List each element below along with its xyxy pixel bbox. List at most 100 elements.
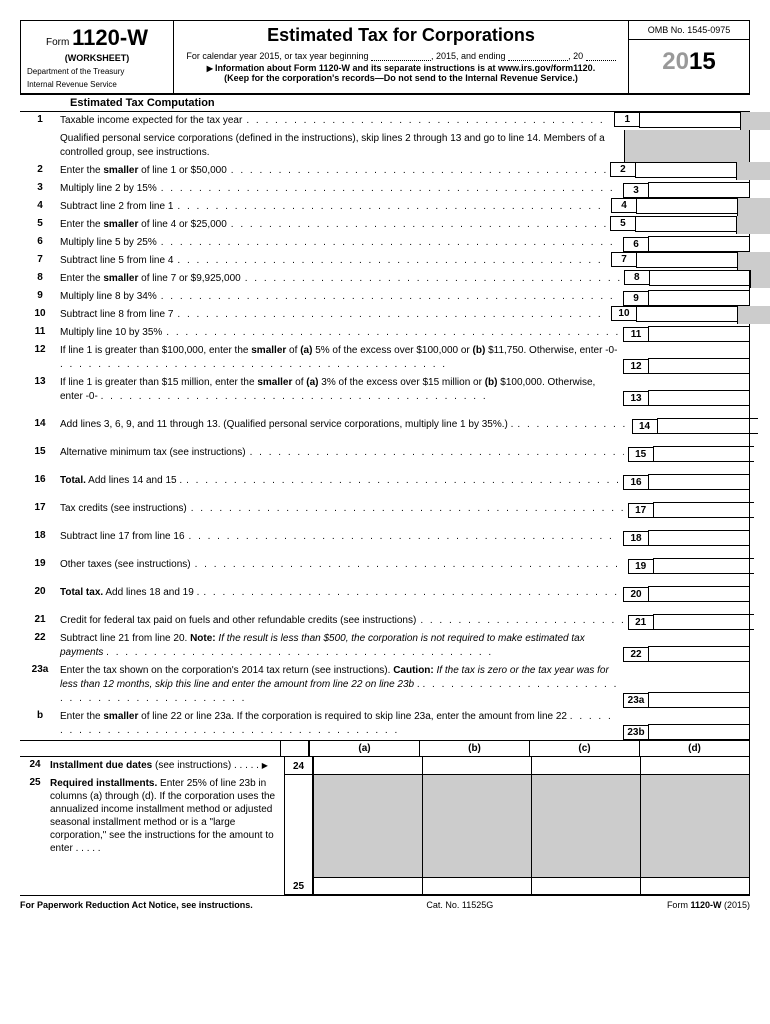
line-25-num: 25 [20,775,50,895]
mid-box-val[interactable] [636,252,737,268]
line-24-text: Installment due dates (see instructions)… [50,757,284,775]
line-text: Multiply line 5 by 25%. . . . . . . . . … [60,234,623,252]
form-header: Form 1120-W (WORKSHEET) Department of th… [20,20,750,95]
mid-box-num: 8 [624,270,649,285]
right-box-val[interactable] [648,586,749,602]
mid-box-num: 1 [614,112,639,127]
section-title: Estimated Tax Computation [20,95,750,112]
line-text: Total tax. Add lines 18 and 19 .. . . . … [60,584,623,602]
cell-25d[interactable] [640,775,749,895]
mid-box-num: 10 [611,306,636,321]
line-num: 22 [20,630,60,645]
cell-24c[interactable] [531,757,640,775]
line-text: Subtract line 5 from line 4. . . . . . .… [60,252,611,270]
line-sub: Qualified personal service corporations … [20,130,750,162]
right-box-val[interactable] [657,418,758,434]
right-box-val[interactable] [648,236,749,252]
installment-section: (a) (b) (c) (d) 24 Installment due dates… [20,740,750,895]
line-text: If line 1 is greater than $100,000, ente… [60,342,623,374]
mid-box-val[interactable] [639,112,740,128]
line-3: 3Multiply line 2 by 15%. . . . . . . . .… [20,180,750,198]
line-text: If line 1 is greater than $15 million, e… [60,374,623,406]
line-num: 5 [20,216,60,231]
line-text: Multiply line 2 by 15%. . . . . . . . . … [60,180,623,198]
line-text: Alternative minimum tax (see instruction… [60,444,628,462]
right-box-num: 18 [623,531,648,546]
line-text: Tax credits (see instructions). . . . . … [60,500,628,518]
right-box-num: 3 [623,183,648,198]
right-box-val[interactable] [653,558,754,574]
tax-year: 2015 [629,40,749,84]
line-num: 2 [20,162,60,177]
line-22: 22Subtract line 21 from line 20. Note: I… [20,630,750,662]
cell-25b[interactable] [422,775,531,895]
line-12: 12If line 1 is greater than $100,000, en… [20,342,750,374]
line-num: 16 [20,472,60,487]
line-20: 20Total tax. Add lines 18 and 19 .. . . … [20,574,750,602]
mid-box-num: 7 [611,252,636,267]
worksheet-label: (WORKSHEET) [27,53,167,63]
right-box-val[interactable] [648,358,749,374]
right-box-val[interactable] [648,290,749,306]
right-box-val[interactable] [648,390,749,406]
mid-box-val[interactable] [636,306,737,322]
right-box-val[interactable] [648,724,749,740]
line-16: 16Total. Add lines 14 and 15 .. . . . . … [20,462,750,490]
footer: For Paperwork Reduction Act Notice, see … [20,895,750,914]
line-14: 14Add lines 3, 6, 9, and 11 through 13. … [20,406,750,434]
omb-number: OMB No. 1545-0975 [629,21,749,40]
footer-center: Cat. No. 11525G [426,900,493,910]
mid-box-val[interactable] [649,270,750,286]
line-b: bEnter the smaller of line 22 or line 23… [20,708,750,740]
right-box-val[interactable] [653,502,754,518]
line-25-box: 25 [284,775,313,895]
right-box-val[interactable] [648,530,749,546]
line-text: Subtract line 8 from line 7. . . . . . .… [60,306,611,324]
right-box-val[interactable] [653,446,754,462]
line-10: 10Subtract line 8 from line 7. . . . . .… [20,306,750,324]
line-text: Enter the smaller of line 22 or line 23a… [60,708,623,740]
footer-right: Form 1120-W (2015) [667,900,750,910]
line-21: 21Credit for federal tax paid on fuels a… [20,602,750,630]
line-25-text: Required installments. Enter 25% of line… [50,775,284,895]
dept-line-1: Department of the Treasury [27,67,167,76]
mid-box-val[interactable] [635,216,736,232]
col-c: (c) [529,741,639,756]
line-24-num: 24 [20,757,50,775]
line-num: 15 [20,444,60,459]
info-line: Information about Form 1120-W and its se… [182,63,620,73]
cell-25c[interactable] [531,775,640,895]
right-box-val[interactable] [648,692,749,708]
line-num: 14 [20,416,60,431]
line-7: 7Subtract line 5 from line 4. . . . . . … [20,252,750,270]
line-text: Add lines 3, 6, 9, and 11 through 13. (Q… [60,416,632,434]
mid-box-val[interactable] [636,198,737,214]
mid-box-num: 4 [611,198,636,213]
form-title: Estimated Tax for Corporations [182,25,620,46]
right-box-val[interactable] [648,646,749,662]
cell-24a[interactable] [313,757,422,775]
line-8: 8Enter the smaller of line 7 or $9,925,0… [20,270,750,288]
mid-box-val[interactable] [635,162,736,178]
line-11: 11Multiply line 10 by 35%. . . . . . . .… [20,324,750,342]
right-box-num: 15 [628,447,653,462]
line-num: 21 [20,612,60,627]
line-num: b [20,708,60,723]
cell-24d[interactable] [640,757,749,775]
cell-25a[interactable] [313,775,422,895]
line-num: 7 [20,252,60,267]
right-box-val[interactable] [648,182,749,198]
line-19: 19Other taxes (see instructions). . . . … [20,546,750,574]
line-13: 13If line 1 is greater than $15 million,… [20,374,750,406]
cell-24b[interactable] [422,757,531,775]
right-box-val[interactable] [648,326,749,342]
line-num: 17 [20,500,60,515]
line-text: Enter the smaller of line 1 or $50,000. … [60,162,610,180]
right-box-num: 20 [623,587,648,602]
right-box-num: 11 [623,327,648,342]
line-num: 23a [20,662,60,677]
right-box-val[interactable] [653,614,754,630]
sub-text: Qualified personal service corporations … [60,130,624,162]
line-9: 9Multiply line 8 by 34%. . . . . . . . .… [20,288,750,306]
right-box-val[interactable] [648,474,749,490]
